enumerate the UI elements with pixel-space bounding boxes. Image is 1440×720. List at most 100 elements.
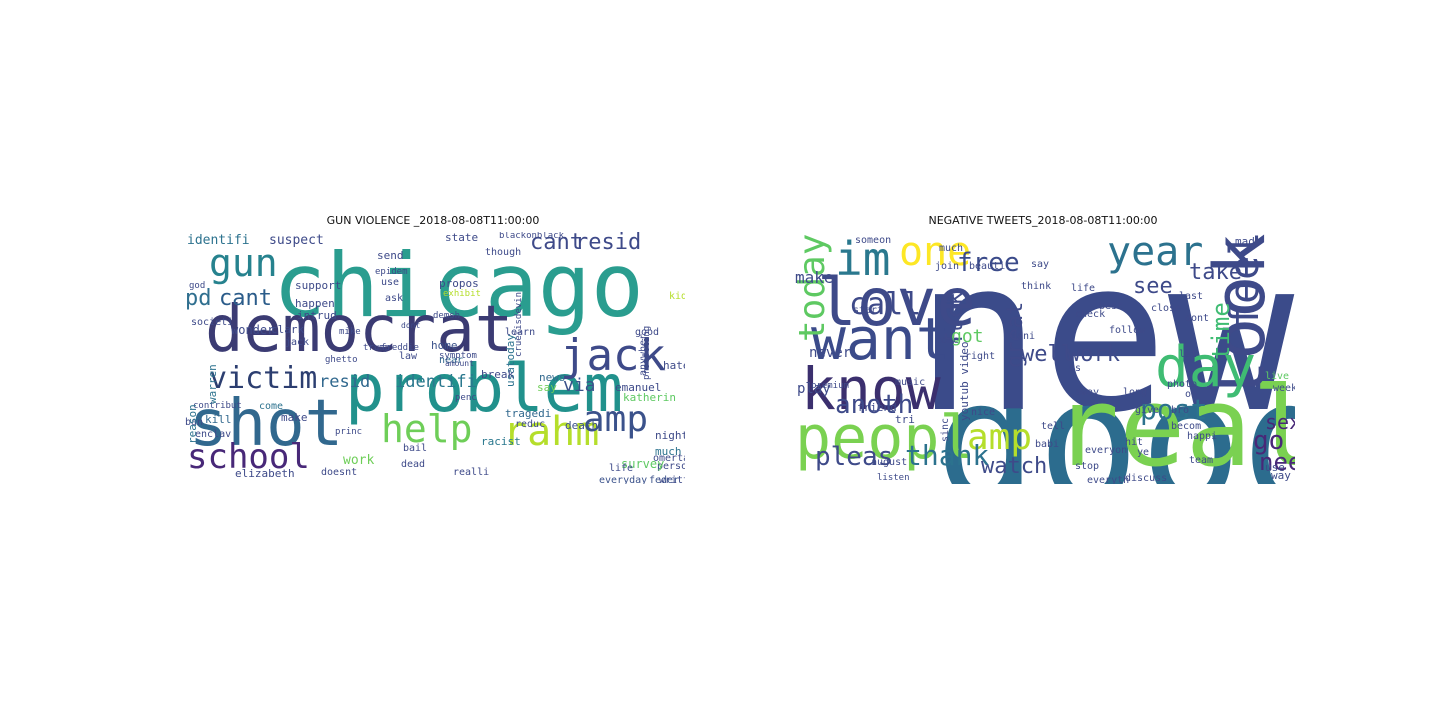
word-bail: bail [403,443,428,454]
word-learn: learn [505,327,536,338]
word-us: us [1069,363,1082,374]
word-long: long [1123,387,1148,398]
word-need: need [1259,448,1295,476]
word-amount: amount [445,359,474,368]
word-make: make [795,268,834,287]
word-hit: hit [1125,437,1144,448]
word-ye: ye [1137,447,1150,458]
word-night: night [655,429,685,442]
word-warren: warren [206,363,219,404]
word-reason: reason [186,403,199,444]
word-reduc: reduc [515,419,546,430]
word-close: close [1151,303,1182,314]
word-someon: someon [855,235,892,246]
word-time: time [1207,301,1235,360]
word-call: call [849,287,922,322]
word-cloud-negative-tweets: newgoodreallilookknowpeopllovewantimoned… [795,232,1295,484]
word-life: life [609,463,634,474]
word-right: right [965,351,996,362]
word-hate: hate [663,359,685,372]
word-help: help [381,407,473,451]
word-amp: amp [967,417,1033,458]
word-never: never [809,345,852,361]
word-resid: resid [319,372,371,392]
word-use: use [381,277,400,288]
word-give: give [1135,405,1160,416]
word-anoth: anoth [835,390,914,420]
word-jack: jack [285,337,310,348]
word-watch: watch [981,454,1048,479]
word-propos: propos [439,277,479,290]
word-know: know [801,355,941,423]
word-start: start [853,305,884,316]
word-chicago: chicago [273,234,644,337]
word-shot: shot [189,387,344,461]
word-bro: bro [1171,405,1190,416]
word-mani: mani [1011,331,1036,342]
word-sex: sex [1265,410,1295,434]
word-cant: cant [219,286,272,311]
word-identifi: identifi [395,372,477,392]
word-see: see [1133,274,1173,299]
word-come: come [935,335,960,346]
word-everyon: everyon [1085,445,1128,456]
word-school: school [187,437,310,477]
word-come: come [259,401,284,412]
word-resid: resid [575,232,642,255]
word-demsh: demsh [433,311,461,321]
word-enclav: enclav [195,429,232,440]
word-love: love [817,264,976,341]
word-new: new [915,232,1295,459]
word-work: work [1067,342,1120,367]
word-exhibit: exhibit [443,289,481,299]
word-make: make [281,411,308,424]
word-dont: dont [1185,313,1210,324]
word-freddie: freddie [381,343,419,353]
word-break: break [481,368,515,381]
word-cruelisdevin: cruelisdevin [514,291,524,357]
word-good: good [935,344,1295,484]
word-democrat: democrat [205,293,514,367]
word-last: last [1179,291,1204,302]
panel-title: GUN VIOLENCE _2018-08-08T11:00:00 [326,214,540,227]
word-news: news [539,371,566,384]
word-week: week [1273,383,1295,394]
word-friend: friend [857,401,897,414]
word-gun: gun [209,241,278,285]
word-near: near [439,355,464,366]
word-protecting: protecting [642,325,652,380]
word-youtub-video: youtub video [958,341,971,422]
word-year: year [1107,232,1204,275]
word-way: way [1271,469,1291,482]
word-august: august [871,457,908,468]
word-princ: princ [335,427,363,437]
word-away: away [1075,387,1100,398]
word-omerta: omerta [653,453,685,464]
word-state: state [445,232,479,244]
word-trump: trump [363,343,391,353]
word-today: today [795,233,833,342]
word-beauti: beauti [969,261,1006,272]
word-free: free [957,248,1020,278]
word-via: via [563,375,596,396]
word-well: well [1021,342,1074,367]
word-doesnt: doesnt [321,467,358,478]
word-written: written [659,475,685,485]
word-victim: victim [209,361,318,396]
word-photo: photo [1167,379,1198,390]
word-katherin: katherin [623,391,676,404]
word-societi: societi [191,317,234,328]
word-good: good [635,327,660,338]
word-im: im [835,232,891,286]
word-becom: becom [1171,421,1202,432]
word-think: think [1021,281,1052,292]
word-music: music [895,377,926,388]
word-problem: problem [345,350,624,427]
word-go: go [1253,426,1285,456]
word-babi: babi [1035,439,1060,450]
word-cant: cant [530,232,583,255]
word-rahm: rahm [503,409,600,455]
word-epidem: epidem [375,267,408,277]
word-suspect: suspect [269,233,324,248]
word-tragedi: tragedi [505,407,552,420]
